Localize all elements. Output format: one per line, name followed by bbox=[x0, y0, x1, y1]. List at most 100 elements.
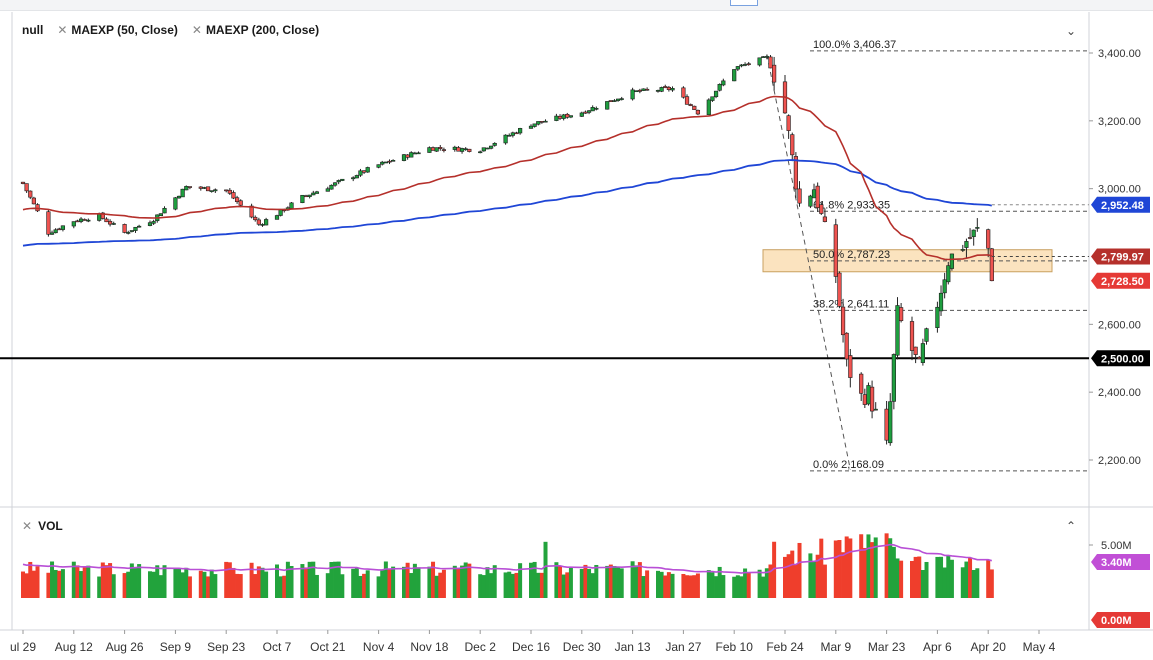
chevron-up-icon[interactable]: ⌃ bbox=[1066, 519, 1077, 533]
volume-bar bbox=[884, 533, 889, 598]
candle-body bbox=[151, 221, 156, 224]
volume-bar bbox=[467, 563, 472, 598]
candle-body bbox=[793, 156, 798, 190]
volume-bar bbox=[253, 574, 258, 598]
volume-bar bbox=[637, 562, 642, 598]
candle-body bbox=[706, 99, 711, 116]
candle bbox=[53, 228, 58, 234]
candle-body bbox=[822, 216, 828, 222]
candle-body bbox=[634, 90, 639, 93]
volume-bar bbox=[975, 568, 980, 598]
x-tick-label: Jan 27 bbox=[665, 640, 701, 654]
candle-body bbox=[256, 219, 261, 225]
ma200-line bbox=[22, 159, 992, 247]
candle bbox=[710, 96, 715, 102]
volume-bar bbox=[285, 561, 290, 598]
candle-body bbox=[739, 64, 744, 67]
volume-bar bbox=[949, 559, 954, 598]
volume-bar bbox=[529, 562, 533, 598]
candle bbox=[180, 188, 185, 198]
close-icon[interactable]: ✕ bbox=[191, 23, 202, 37]
candle bbox=[721, 78, 726, 87]
volume-bar bbox=[108, 563, 113, 598]
candle-body bbox=[735, 66, 740, 70]
candle bbox=[380, 160, 385, 166]
candle bbox=[249, 203, 254, 219]
candle bbox=[873, 402, 878, 411]
candle bbox=[942, 272, 947, 299]
candle bbox=[391, 159, 396, 162]
volume-bar bbox=[594, 564, 599, 598]
candle bbox=[510, 131, 515, 138]
volume-bar bbox=[452, 565, 457, 598]
candle-body bbox=[612, 100, 617, 102]
candle-body bbox=[557, 115, 563, 119]
volume-bar bbox=[681, 574, 686, 598]
candle-body bbox=[684, 96, 690, 105]
candle-body bbox=[405, 154, 410, 158]
candle bbox=[768, 55, 773, 69]
volume-bar bbox=[808, 553, 813, 598]
volume-bar bbox=[543, 541, 548, 598]
candle bbox=[536, 121, 541, 126]
close-icon[interactable]: ✕ bbox=[57, 23, 68, 37]
candle-body bbox=[663, 86, 668, 88]
candle bbox=[619, 96, 624, 101]
volume-bar bbox=[688, 575, 693, 598]
close-icon[interactable]: ✕ bbox=[22, 519, 33, 533]
volume-bar bbox=[209, 569, 214, 598]
candle bbox=[463, 147, 468, 151]
x-tick-label: Sep 23 bbox=[207, 640, 245, 654]
vol-ma-badge-text: 3.40M bbox=[1101, 557, 1132, 569]
x-tick-label: May 4 bbox=[1023, 640, 1056, 654]
volume-bar bbox=[746, 572, 751, 598]
volume-bar bbox=[790, 550, 795, 598]
x-tick-label: Mar 23 bbox=[868, 640, 906, 654]
volume-bar bbox=[717, 566, 722, 598]
candle bbox=[184, 185, 189, 191]
volume-bar bbox=[53, 569, 58, 598]
candle-body bbox=[111, 223, 116, 225]
candle-body bbox=[412, 152, 417, 155]
candle bbox=[757, 57, 762, 67]
chevron-down-icon[interactable]: ⌄ bbox=[1066, 24, 1077, 38]
volume-bar bbox=[416, 567, 421, 598]
candle-body bbox=[441, 149, 447, 151]
candle bbox=[786, 114, 791, 139]
candle bbox=[641, 88, 646, 92]
candle bbox=[467, 148, 472, 153]
volume-bar bbox=[129, 563, 134, 598]
volume-bar bbox=[260, 567, 265, 598]
candle-body bbox=[300, 194, 305, 204]
hline-badge: 2,500.00 bbox=[1091, 350, 1150, 367]
volume-bar bbox=[608, 564, 613, 598]
volume-bar bbox=[757, 569, 762, 598]
candle-body bbox=[107, 220, 113, 225]
candle-body bbox=[768, 56, 773, 69]
candle-body bbox=[590, 107, 595, 112]
volume-bar bbox=[485, 567, 490, 598]
candle bbox=[518, 127, 523, 135]
volume-bar bbox=[434, 575, 439, 598]
volume-bar bbox=[685, 575, 690, 598]
volume-bar bbox=[329, 561, 334, 598]
candle bbox=[351, 176, 356, 182]
candle-body bbox=[510, 132, 515, 136]
volume-bar bbox=[50, 561, 55, 598]
volume-bar bbox=[481, 575, 486, 598]
candle-body bbox=[227, 189, 232, 194]
volume-bar bbox=[28, 561, 33, 598]
fib-label: 61.8% 2,933.35 bbox=[813, 199, 890, 211]
x-tick-label: Nov 4 bbox=[363, 640, 395, 654]
volume-bar bbox=[387, 568, 392, 598]
candle-body bbox=[133, 226, 138, 231]
volume-bar bbox=[920, 570, 925, 598]
candle-body bbox=[942, 279, 947, 294]
candle-body bbox=[57, 228, 62, 231]
top-tab[interactable] bbox=[730, 0, 758, 6]
volume-bar bbox=[351, 568, 356, 598]
candle bbox=[158, 213, 163, 217]
volume-bar bbox=[35, 566, 40, 598]
